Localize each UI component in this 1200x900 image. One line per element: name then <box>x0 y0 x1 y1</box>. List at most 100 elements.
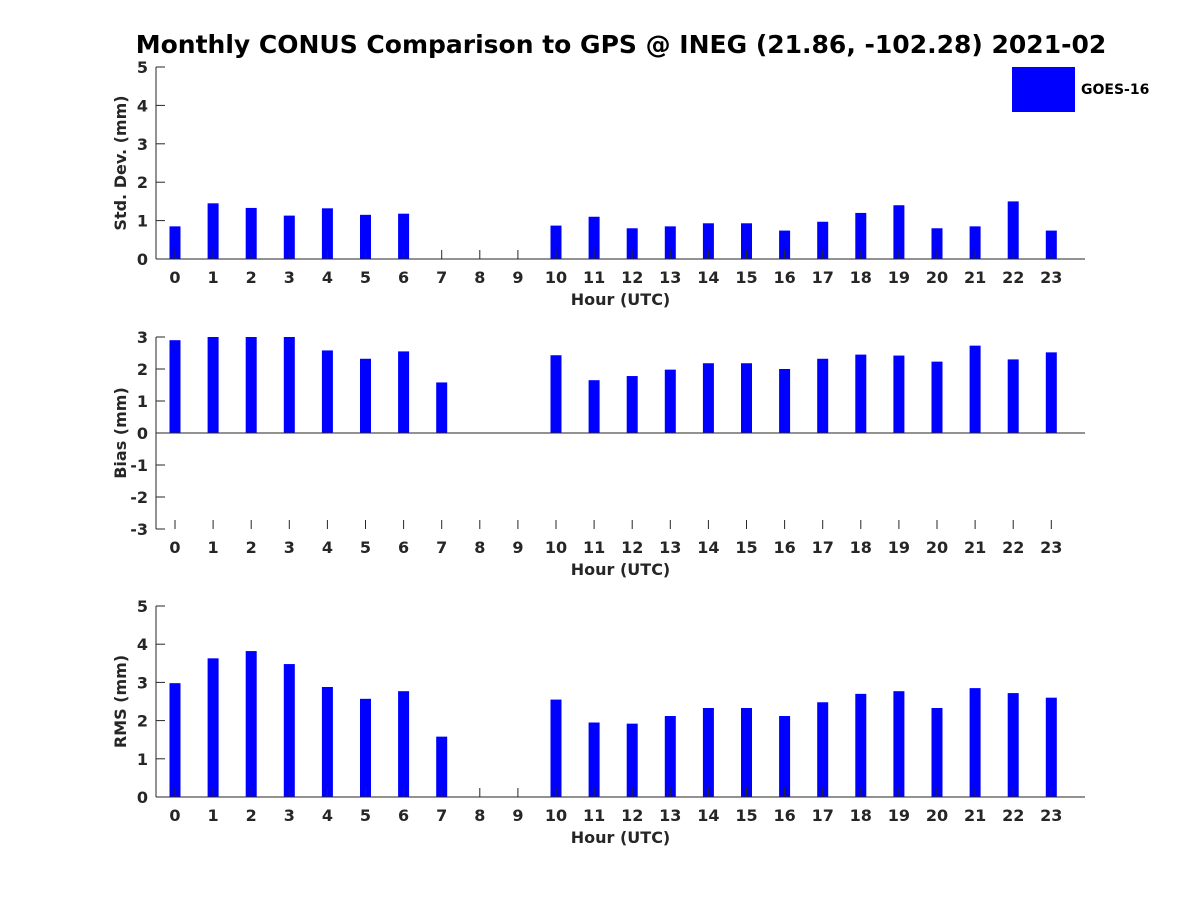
x-tick-label: 14 <box>697 806 719 825</box>
bar-hour-1 <box>207 337 219 433</box>
bar-hour-15 <box>741 363 752 433</box>
bar-hour-23 <box>1045 230 1057 259</box>
x-tick-label: 2 <box>246 806 257 825</box>
x-tick-label: 5 <box>360 268 371 287</box>
x-tick-label: 16 <box>773 538 795 557</box>
x-tick-label: 23 <box>1040 268 1062 287</box>
x-tick-label: 11 <box>583 538 605 557</box>
bar-hour-18 <box>855 354 867 433</box>
x-tick-label: 20 <box>926 268 948 287</box>
x-tick-label: 10 <box>545 268 567 287</box>
x-tick-label: 12 <box>621 806 643 825</box>
x-tick-label: 23 <box>1040 538 1062 557</box>
bar-hour-23 <box>1045 352 1057 433</box>
x-axis-label: Hour (UTC) <box>571 290 671 309</box>
x-tick-label: 14 <box>697 268 719 287</box>
y-tick-label: 2 <box>137 173 148 192</box>
y-tick-label: -2 <box>130 488 148 507</box>
bar-hour-11 <box>588 216 600 259</box>
x-tick-label: 9 <box>512 268 523 287</box>
bar-hour-0 <box>169 683 181 797</box>
y-axis-label: Std. Dev. (mm) <box>111 95 130 230</box>
x-tick-label: 12 <box>621 268 643 287</box>
x-tick-label: 13 <box>659 538 681 557</box>
legend-swatch <box>1012 67 1075 112</box>
bar-hour-22 <box>1007 201 1019 259</box>
y-tick-label: 1 <box>137 750 148 769</box>
y-tick-label: 3 <box>137 673 148 692</box>
x-tick-label: 13 <box>659 268 681 287</box>
bar-hour-18 <box>855 693 867 797</box>
bar-hour-20 <box>931 361 943 433</box>
x-tick-label: 18 <box>850 806 872 825</box>
bar-hour-1 <box>207 658 219 797</box>
y-tick-label: 2 <box>137 712 148 731</box>
bar-hour-21 <box>969 688 981 797</box>
bar-hour-1 <box>207 203 219 259</box>
x-tick-label: 4 <box>322 806 333 825</box>
x-tick-label: 3 <box>284 268 295 287</box>
x-tick-label: 6 <box>398 538 409 557</box>
x-tick-label: 0 <box>169 268 180 287</box>
bar-hour-19 <box>893 691 905 797</box>
x-tick-label: 21 <box>964 806 986 825</box>
x-tick-label: 9 <box>512 806 523 825</box>
x-tick-label: 20 <box>926 806 948 825</box>
x-tick-label: 0 <box>169 806 180 825</box>
bar-hour-19 <box>893 355 905 433</box>
x-tick-label: 19 <box>888 268 910 287</box>
bar-hour-23 <box>1045 697 1057 797</box>
x-tick-label: 19 <box>888 806 910 825</box>
bar-hour-15 <box>741 707 752 797</box>
x-tick-label: 17 <box>812 806 834 825</box>
bar-hour-7 <box>436 736 448 797</box>
x-tick-label: 9 <box>512 538 523 557</box>
x-axis-label: Hour (UTC) <box>571 828 671 847</box>
bar-hour-6 <box>398 351 410 433</box>
bar-hour-6 <box>398 213 410 259</box>
bar-hour-3 <box>283 664 295 797</box>
bar-hour-7 <box>436 382 448 433</box>
x-tick-label: 17 <box>812 538 834 557</box>
bar-hour-0 <box>169 340 181 433</box>
bar-hour-2 <box>245 651 257 797</box>
bar-hour-20 <box>931 707 943 797</box>
x-tick-label: 19 <box>888 538 910 557</box>
x-tick-label: 8 <box>474 268 485 287</box>
y-tick-label: 0 <box>137 424 148 443</box>
bar-hour-10 <box>550 355 562 433</box>
bar-hour-13 <box>664 226 676 259</box>
y-tick-label: 5 <box>137 58 148 77</box>
y-tick-label: -3 <box>130 520 148 539</box>
x-tick-label: 20 <box>926 538 948 557</box>
x-tick-label: 23 <box>1040 806 1062 825</box>
x-tick-label: 10 <box>545 806 567 825</box>
bar-hour-18 <box>855 212 867 259</box>
bar-hour-13 <box>664 716 676 797</box>
x-tick-label: 22 <box>1002 806 1024 825</box>
y-axis-label: Bias (mm) <box>111 387 130 479</box>
x-tick-label: 21 <box>964 268 986 287</box>
x-tick-label: 3 <box>284 538 295 557</box>
x-tick-label: 12 <box>621 538 643 557</box>
legend: GOES-16 <box>1012 67 1149 112</box>
bar-hour-22 <box>1007 693 1019 797</box>
x-tick-label: 15 <box>735 806 757 825</box>
y-tick-label: 2 <box>137 360 148 379</box>
x-tick-label: 6 <box>398 806 409 825</box>
bar-hour-21 <box>969 345 981 433</box>
x-axis-label: Hour (UTC) <box>571 560 671 579</box>
bar-hour-14 <box>702 223 714 259</box>
y-axis-label: RMS (mm) <box>111 655 130 748</box>
x-tick-label: 22 <box>1002 538 1024 557</box>
bar-hour-20 <box>931 228 943 259</box>
bar-hour-10 <box>550 225 562 259</box>
y-tick-label: 1 <box>137 212 148 231</box>
bar-hour-6 <box>398 691 410 797</box>
bar-hour-17 <box>817 358 829 433</box>
x-tick-label: 5 <box>360 806 371 825</box>
x-tick-label: 14 <box>697 538 719 557</box>
